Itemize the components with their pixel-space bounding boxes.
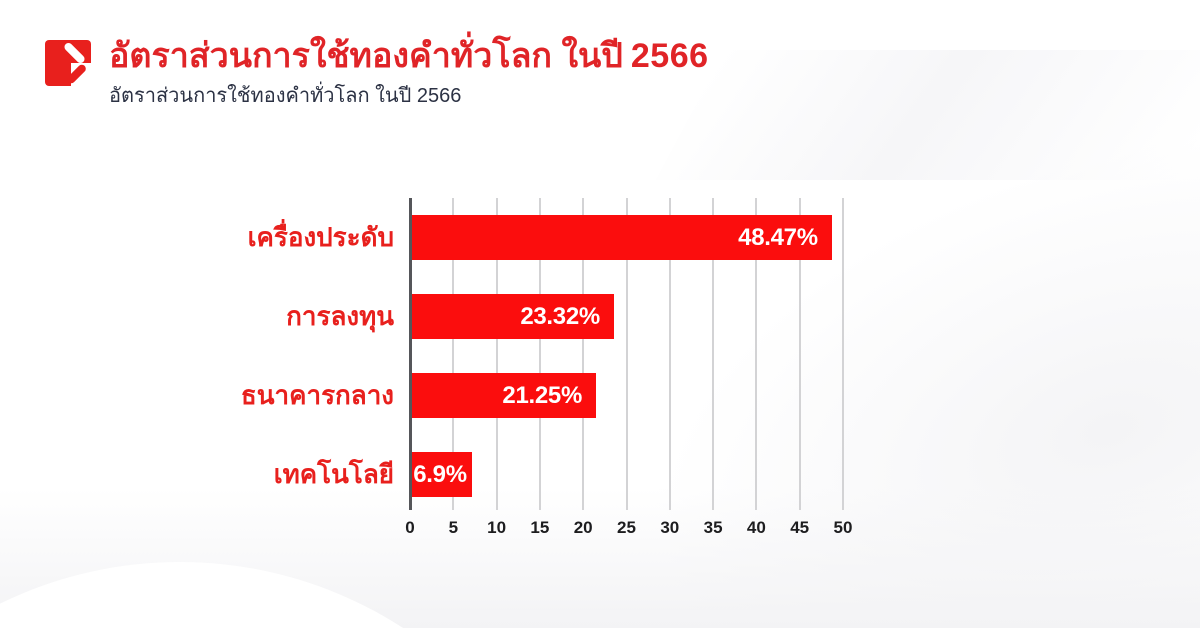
y-axis-line <box>409 198 412 510</box>
value-label: 48.47% <box>738 223 818 251</box>
title-block: อัตราส่วนการใช้ทองคำทั่วโลก ในปี 2566 อัต… <box>109 33 709 109</box>
value-label: 6.9% <box>413 460 467 488</box>
category-label: เทคโนโลยี <box>273 459 394 489</box>
gridline <box>798 198 801 510</box>
gridline <box>668 198 671 510</box>
x-tick-label: 45 <box>790 518 810 537</box>
category-label: เครื่องประดับ <box>247 222 394 252</box>
x-tick-label: 20 <box>573 518 593 537</box>
page-title: อัตราส่วนการใช้ทองคำทั่วโลก ในปี 2566 <box>109 33 709 79</box>
x-tick-label: 5 <box>448 518 459 537</box>
brand-logo <box>45 40 91 86</box>
logo-slash-white-icon <box>62 41 87 65</box>
value-label: 23.32% <box>520 302 600 330</box>
gridline <box>755 198 758 510</box>
x-tick-label: 35 <box>703 518 723 537</box>
bar-3: 21.25% <box>412 373 597 418</box>
category-label: ธนาคารกลาง <box>240 380 394 410</box>
x-tick-label: 15 <box>530 518 550 537</box>
x-tick-label: 10 <box>487 518 507 537</box>
bar-4: 6.9% <box>412 452 472 497</box>
gridline <box>538 198 541 510</box>
plot-area: 0 5 10 15 20 25 30 35 40 45 50 เครื่องประดับ 48.47% ก… <box>241 198 852 537</box>
x-tick-label: 30 <box>660 518 680 537</box>
x-tick-label: 40 <box>746 518 766 537</box>
gridline <box>452 198 455 510</box>
x-tick-label: 50 <box>833 518 853 537</box>
page-title-text: อัตราส่วนการใช้ทองคำทั่วโลก ในปี <box>109 37 623 75</box>
bar-2: 23.32% <box>412 294 614 339</box>
x-tick-label: 25 <box>617 518 636 537</box>
gridline <box>582 198 585 510</box>
bar-1: 48.47% <box>412 215 832 260</box>
page-title-year: 2566 <box>630 37 709 75</box>
gridline <box>842 198 844 510</box>
value-label: 21.25% <box>502 381 583 409</box>
page-subtitle: อัตราส่วนการใช้ทองคำทั่วโลก ในปี 2566 <box>109 85 462 107</box>
gridline <box>625 198 628 510</box>
gridline <box>495 198 498 510</box>
gridline <box>712 198 715 510</box>
header: อัตราส่วนการใช้ทองคำทั่วโลก ในปี 2566 อัต… <box>45 33 709 109</box>
category-label: การลงทุน <box>286 301 394 331</box>
x-tick-label: 0 <box>405 518 415 537</box>
